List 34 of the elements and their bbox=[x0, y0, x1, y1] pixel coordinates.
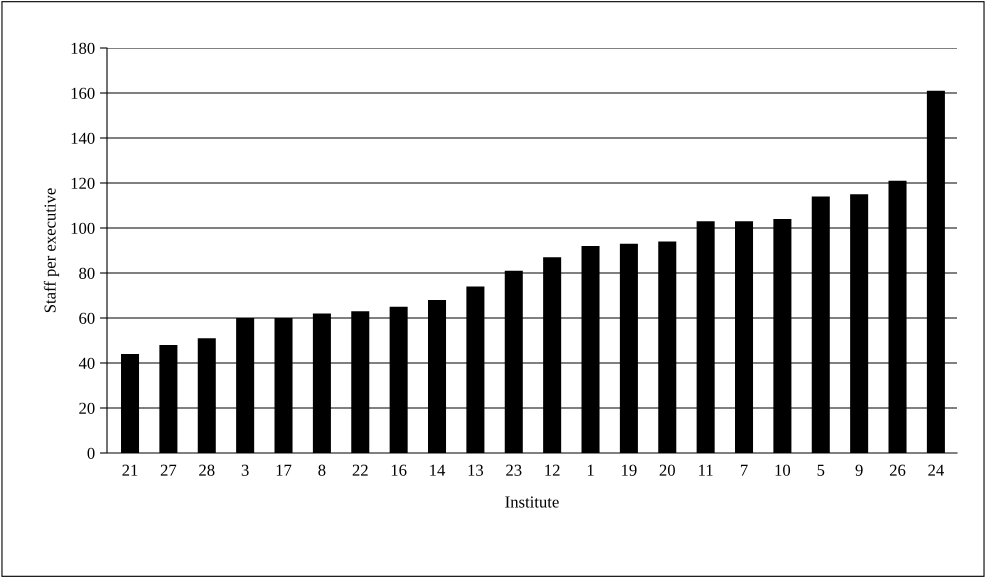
y-tick-label: 180 bbox=[72, 42, 95, 54]
x-tick-label: 16 bbox=[392, 464, 406, 476]
x-tick-label: 23 bbox=[506, 464, 522, 476]
x-tick-label: 21 bbox=[122, 464, 138, 476]
y-tick-label: 120 bbox=[72, 178, 95, 189]
x-tick-label: 20 bbox=[660, 464, 675, 476]
y-axis-title: Staff per executive bbox=[44, 188, 60, 312]
y-tick-label: 60 bbox=[79, 312, 95, 324]
x-tick-label: 22 bbox=[352, 464, 368, 476]
x-tick-label: 12 bbox=[545, 464, 560, 476]
x-tick-label: 24 bbox=[928, 464, 944, 476]
x-tick-label: 28 bbox=[199, 464, 214, 476]
y-tick-label: 40 bbox=[78, 358, 95, 369]
x-tick-label: 26 bbox=[890, 464, 906, 476]
y-tick-label: 0 bbox=[87, 448, 95, 459]
x-tick-label: 9 bbox=[856, 464, 863, 476]
y-tick-label: 80 bbox=[79, 268, 95, 279]
y-tick-label: 20 bbox=[79, 402, 95, 414]
x-tick-label: 11 bbox=[699, 464, 713, 476]
x-tick-label: 5 bbox=[818, 464, 824, 476]
x-tick-label: 19 bbox=[622, 464, 637, 476]
y-tick-label: 100 bbox=[72, 222, 95, 234]
y-tick-label: 160 bbox=[72, 88, 95, 99]
x-tick-label: 1 bbox=[588, 464, 594, 476]
x-tick-label: 8 bbox=[318, 464, 326, 476]
x-tick-label: 14 bbox=[430, 464, 446, 476]
y-tick-label: 140 bbox=[72, 132, 95, 144]
x-tick-label: 3 bbox=[242, 464, 249, 476]
x-tick-label: 27 bbox=[160, 464, 176, 476]
x-tick-label: 10 bbox=[776, 464, 790, 476]
x-tick-label: 17 bbox=[276, 464, 292, 476]
x-tick-label: 7 bbox=[740, 464, 748, 476]
x-tick-label: 13 bbox=[468, 464, 484, 476]
x-axis-title: Institute bbox=[505, 496, 559, 508]
